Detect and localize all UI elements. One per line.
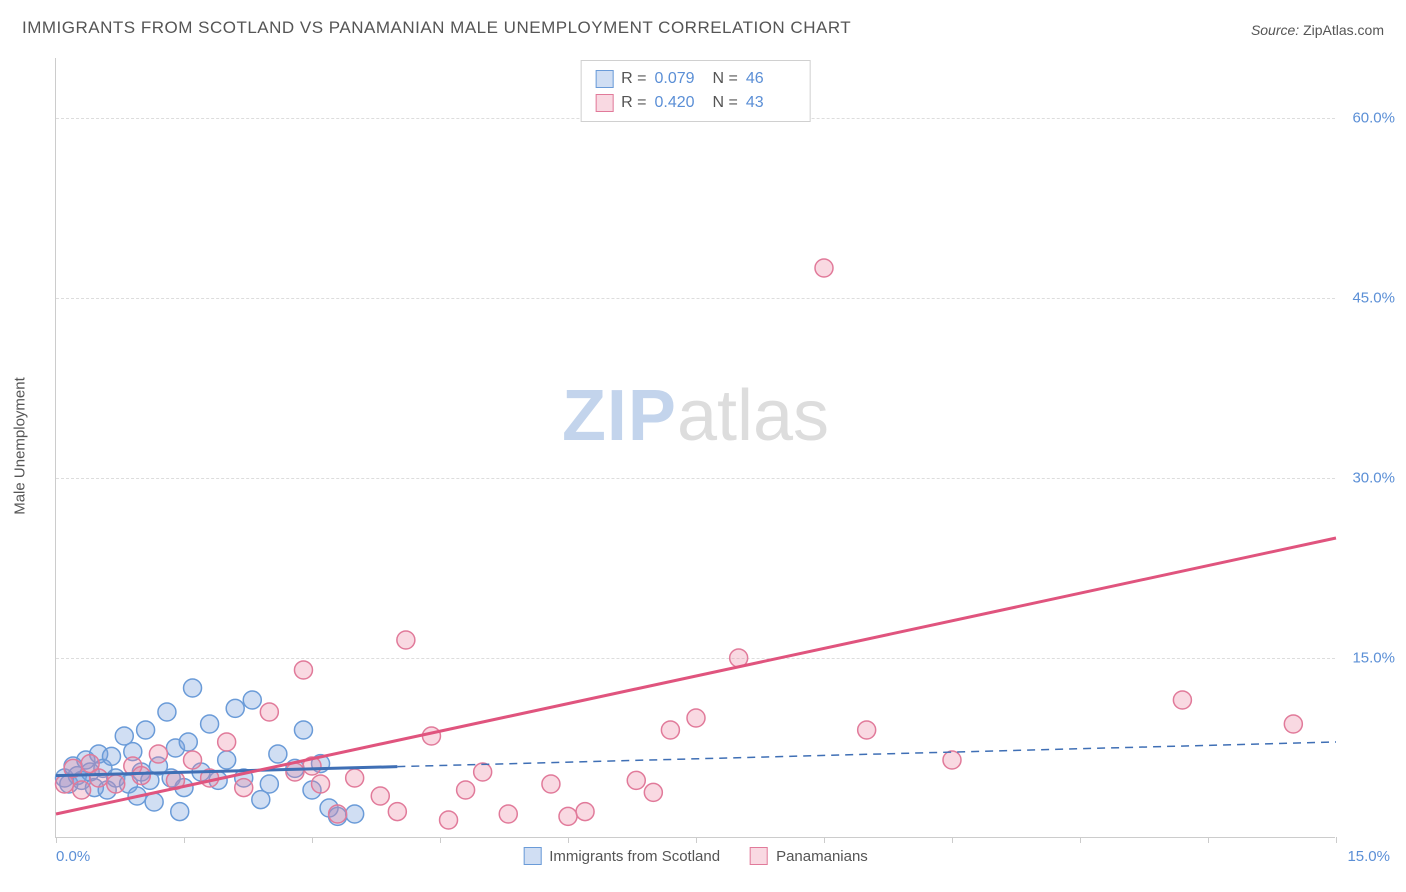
r-value-panamanians: 0.420 xyxy=(655,91,705,115)
source-label: Source: xyxy=(1251,22,1299,38)
legend-label-panamanians: Panamanians xyxy=(776,848,868,865)
source-value: ZipAtlas.com xyxy=(1303,22,1384,38)
legend-label-scotland: Immigrants from Scotland xyxy=(549,848,720,865)
legend-swatch-panamanians xyxy=(750,847,768,865)
r-label: R = xyxy=(621,91,646,115)
n-label: N = xyxy=(713,67,738,91)
x-axis-end-label: 15.0% xyxy=(1347,848,1390,865)
source-attribution: Source: ZipAtlas.com xyxy=(1251,22,1384,38)
y-tick-label: 15.0% xyxy=(1352,650,1395,667)
scatter-svg xyxy=(56,58,1335,837)
chart-title: IMMIGRANTS FROM SCOTLAND VS PANAMANIAN M… xyxy=(22,18,851,38)
y-tick-label: 45.0% xyxy=(1352,290,1395,307)
stats-legend: R = 0.079 N = 46 R = 0.420 N = 43 xyxy=(580,60,811,122)
swatch-scotland xyxy=(595,70,613,88)
legend-item-panamanians: Panamanians xyxy=(750,847,868,865)
series-legend: Immigrants from Scotland Panamanians xyxy=(523,847,868,865)
plot-area: ZIPatlas 15.0%30.0%45.0%60.0% R = 0.079 … xyxy=(55,58,1335,838)
n-value-panamanians: 43 xyxy=(746,91,796,115)
x-axis-start-label: 0.0% xyxy=(56,848,90,865)
n-label: N = xyxy=(713,91,738,115)
y-tick-label: 30.0% xyxy=(1352,470,1395,487)
stats-row-panamanians: R = 0.420 N = 43 xyxy=(595,91,796,115)
n-value-scotland: 46 xyxy=(746,67,796,91)
y-tick-label: 60.0% xyxy=(1352,110,1395,127)
stats-row-scotland: R = 0.079 N = 46 xyxy=(595,67,796,91)
legend-swatch-scotland xyxy=(523,847,541,865)
legend-item-scotland: Immigrants from Scotland xyxy=(523,847,720,865)
r-label: R = xyxy=(621,67,646,91)
y-axis-title: Male Unemployment xyxy=(12,377,29,515)
r-value-scotland: 0.079 xyxy=(655,67,705,91)
swatch-panamanians xyxy=(595,94,613,112)
